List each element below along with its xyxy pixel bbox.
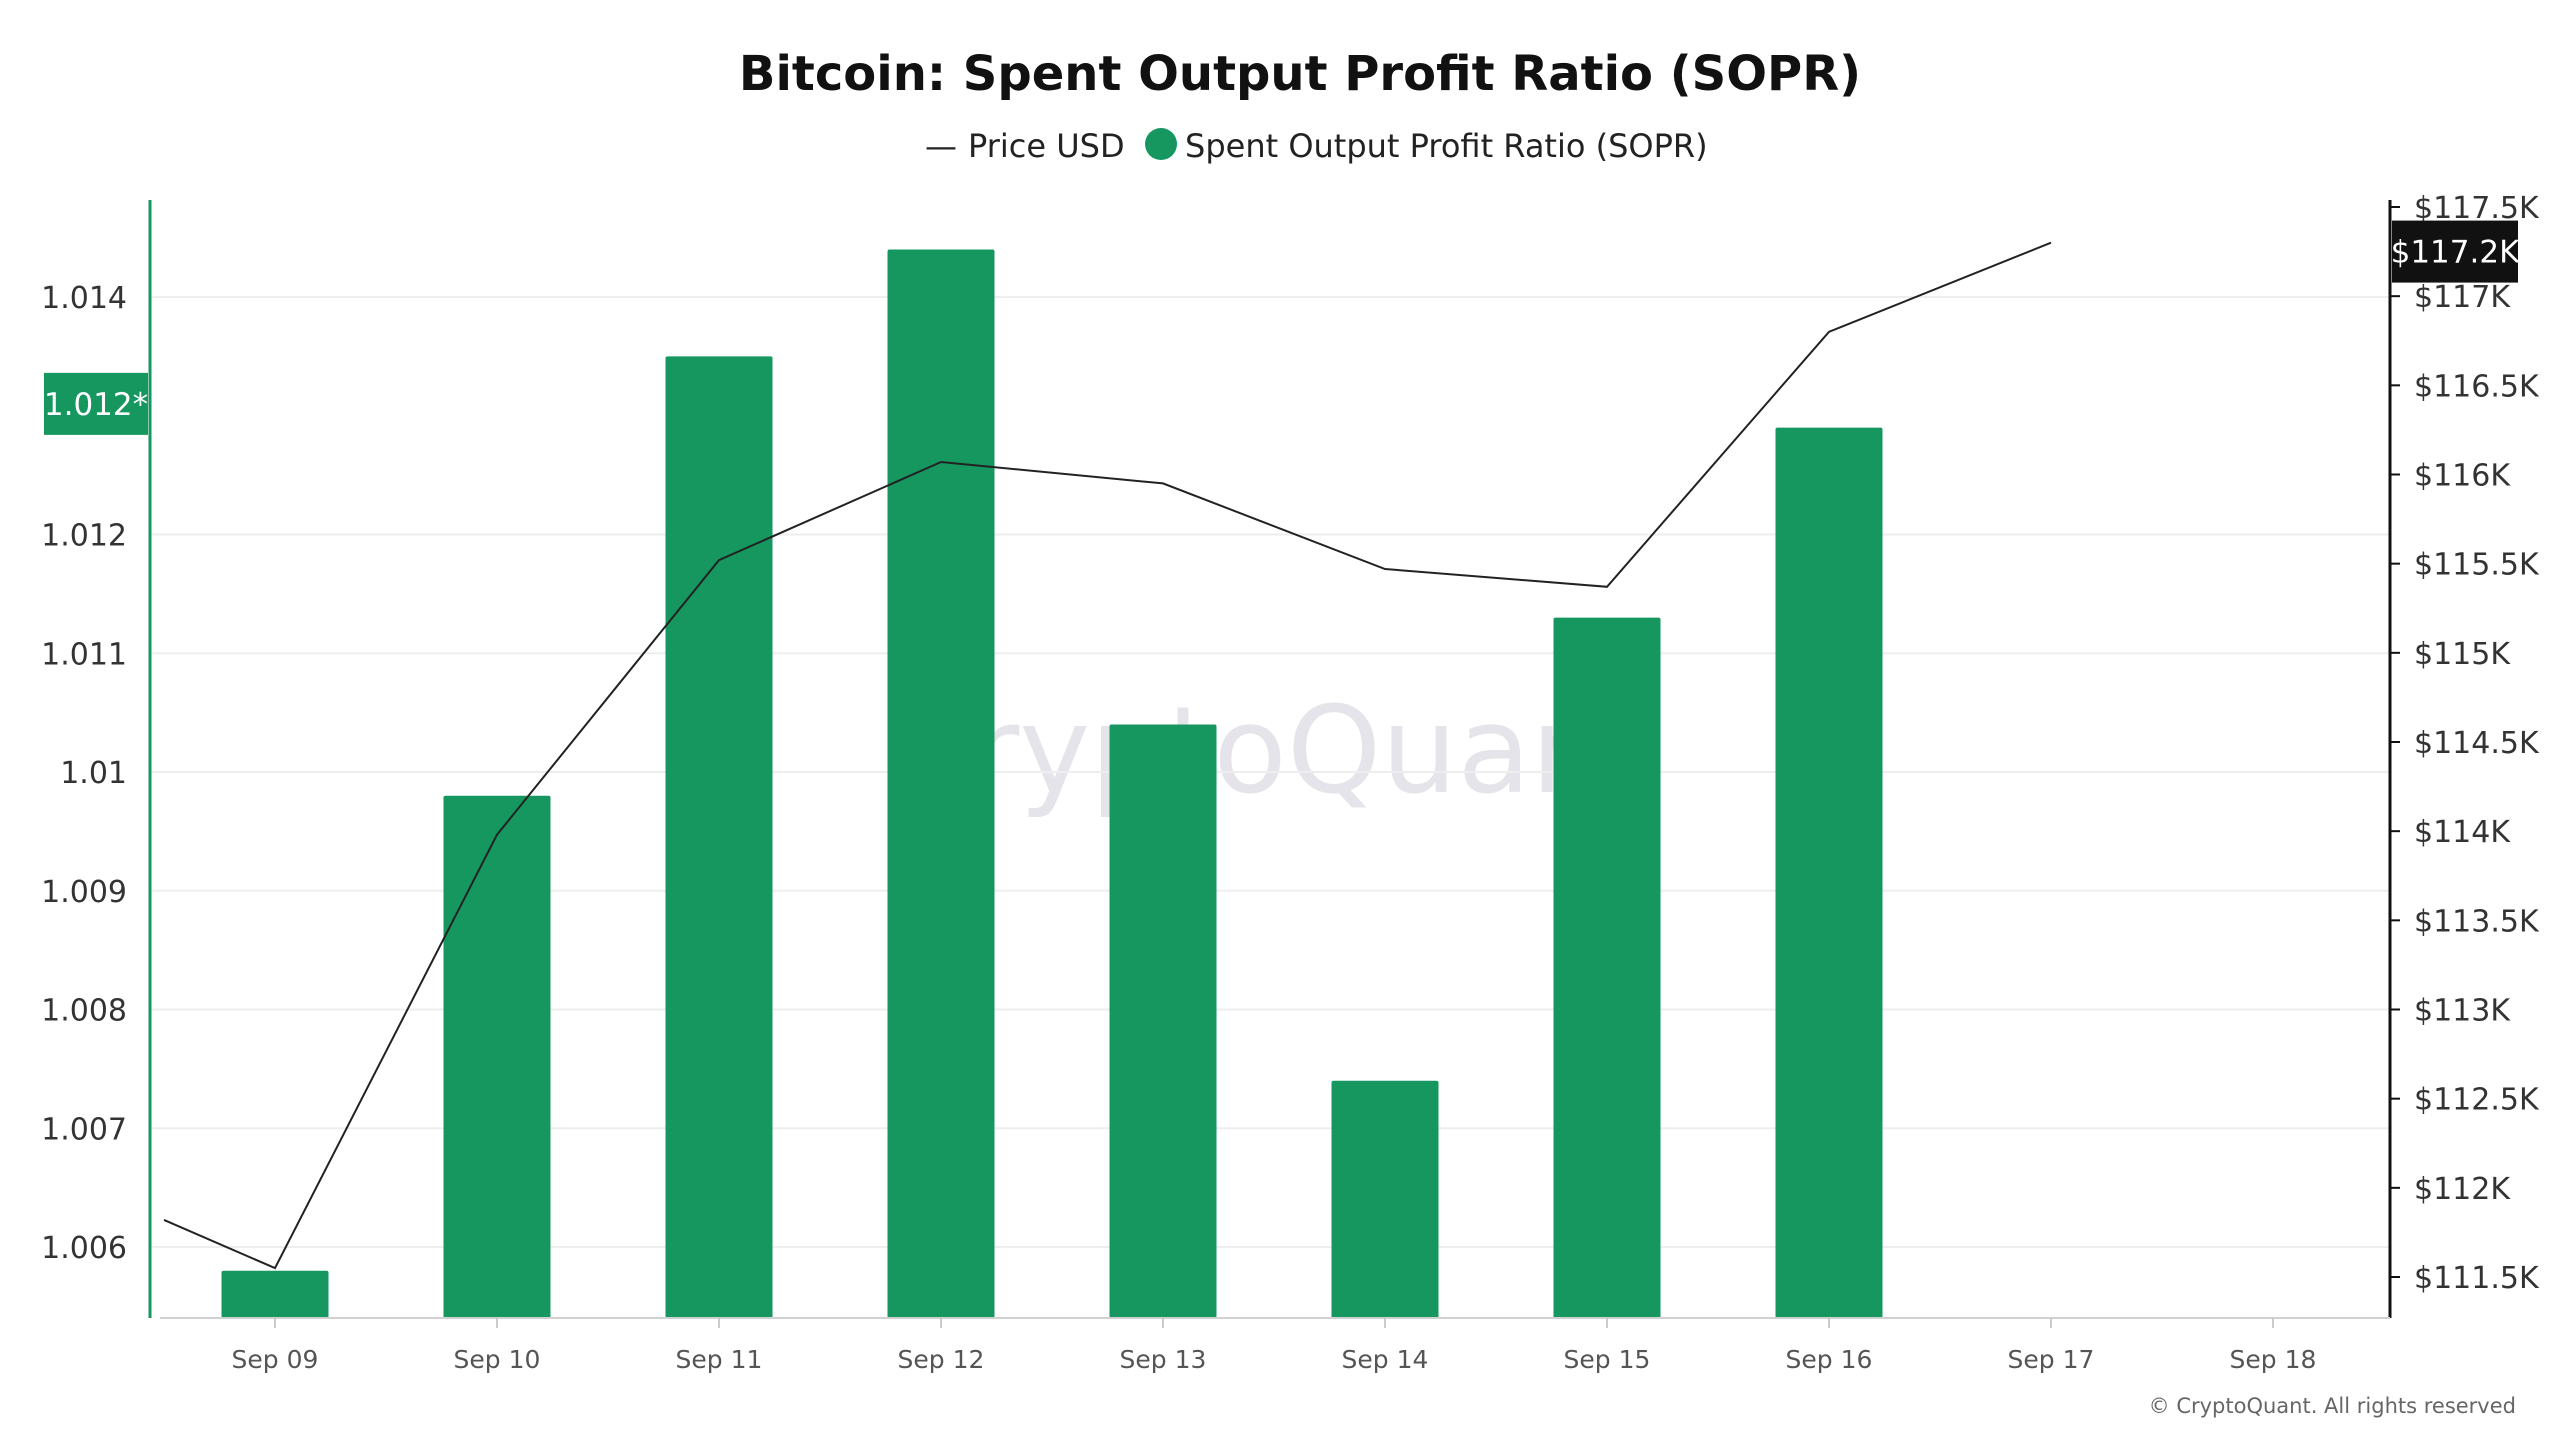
left-axis-ticks: 1.006 1.007 1.008 1.009 1.01 1.011 1.012 1.014: [41, 281, 127, 1266]
x-tick-label-4: Sep 13: [1120, 1345, 1207, 1374]
sopr-bar-sep-12[interactable]: [887, 249, 995, 1319]
sopr-marker-label: 1.012*: [44, 387, 148, 423]
right-axis-ticks: $111.5K $112K $112.5K $113K $113.5K $114K $114…: [2390, 191, 2540, 1296]
x-tick-label-2: Sep 11: [676, 1345, 763, 1374]
price-marker-background: [2392, 220, 2518, 283]
left-tick-label-4: 1.01: [60, 756, 127, 791]
legend-price-label: Price USD: [968, 127, 1125, 165]
right-tick-label-6: $114.5K: [2414, 726, 2540, 761]
legend-price-symbol: —: [925, 127, 957, 165]
sopr-marker-background: [44, 372, 148, 435]
x-tick-label-3: Sep 12: [898, 1345, 985, 1374]
x-tick-label-9: Sep 18: [2230, 1345, 2317, 1374]
sopr-bar-sep-14[interactable]: [1331, 1080, 1439, 1318]
right-tick-label-5: $114K: [2414, 815, 2511, 850]
x-tick-label-8: Sep 17: [2008, 1345, 2095, 1374]
sopr-current-marker: 1.012*: [44, 372, 148, 435]
right-tick-label-11: $117K: [2414, 280, 2511, 315]
right-tick-label-10: $116.5K: [2414, 369, 2540, 404]
left-tick-label-6: 1.012: [41, 519, 127, 554]
left-tick-label-1: 1.007: [41, 1112, 127, 1147]
right-tick-label-9: $116K: [2414, 459, 2511, 494]
x-tick-label-6: Sep 15: [1564, 1345, 1651, 1374]
right-tick-label-2: $112.5K: [2414, 1083, 2540, 1118]
left-tick-label-7: 1.014: [41, 281, 127, 316]
legend-sopr-dot: [1145, 128, 1177, 160]
x-axis-ticks: Sep 09 Sep 10 Sep 11 Sep 12 Sep 13 Sep 14 Sep …: [232, 1318, 2317, 1374]
sopr-bar-sep-13[interactable]: [1109, 724, 1217, 1319]
right-tick-label-0: $111.5K: [2414, 1261, 2540, 1296]
left-tick-label-2: 1.008: [41, 994, 127, 1029]
x-tick-label-1: Sep 10: [454, 1345, 541, 1374]
right-tick-label-8: $115.5K: [2414, 548, 2540, 583]
right-tick-label-3: $113K: [2414, 994, 2511, 1029]
right-tick-label-4: $113.5K: [2414, 904, 2540, 939]
left-tick-label-0: 1.006: [41, 1231, 127, 1266]
sopr-bar-sep-11[interactable]: [665, 356, 773, 1318]
sopr-bar-sep-10[interactable]: [443, 795, 551, 1318]
copyright-notice: © CryptoQuant. All rights reserved: [2149, 1394, 2516, 1418]
price-marker-label: $117.2K: [2391, 235, 2520, 271]
legend[interactable]: — Price USD Spent Output Profit Ratio (S…: [925, 127, 1708, 165]
x-tick-label-7: Sep 16: [1786, 1345, 1873, 1374]
sopr-bars: [221, 249, 1883, 1319]
sopr-bar-sep-16[interactable]: [1775, 427, 1883, 1318]
sopr-bar-sep-09[interactable]: [221, 1270, 329, 1318]
right-tick-label-1: $112K: [2414, 1172, 2511, 1207]
right-tick-label-7: $115K: [2414, 637, 2511, 672]
chart-title: Bitcoin: Spent Output Profit Ratio (SOPR…: [739, 46, 1861, 102]
x-tick-label-5: Sep 14: [1342, 1345, 1429, 1374]
legend-sopr-label: Spent Output Profit Ratio (SOPR): [1185, 127, 1708, 165]
watermark: CryptoQuant: [886, 682, 1654, 821]
x-tick-label-0: Sep 09: [232, 1345, 319, 1374]
price-line: [163, 241, 2052, 1270]
left-tick-label-5: 1.011: [41, 637, 127, 672]
left-tick-label-3: 1.009: [41, 875, 127, 910]
sopr-bar-sep-15[interactable]: [1553, 617, 1661, 1318]
price-current-marker: $117.2K: [2391, 220, 2520, 283]
right-tick-label-12: $117.5K: [2414, 191, 2540, 226]
